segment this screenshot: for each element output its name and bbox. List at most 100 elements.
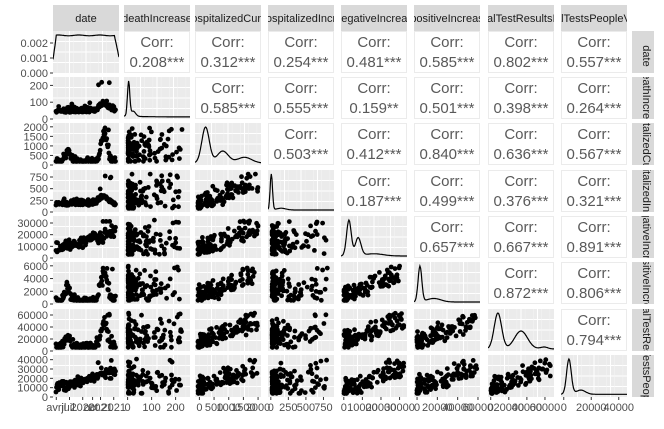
scatter-point xyxy=(424,372,430,378)
scatter-point xyxy=(377,329,383,335)
density-curve-6 xyxy=(488,312,554,350)
scatter-point xyxy=(219,236,224,242)
scatter-point xyxy=(248,311,254,317)
y-tick-label: 2000 xyxy=(24,286,48,298)
y-tick-label: 0 xyxy=(42,207,48,219)
scatter-point xyxy=(170,378,176,384)
scatter-point xyxy=(414,390,420,396)
corr-value: 0.802*** xyxy=(493,54,548,71)
scatter-point xyxy=(102,173,108,179)
panel-5-7 xyxy=(561,262,627,304)
scatter-point xyxy=(241,326,247,332)
scatter-point xyxy=(377,270,382,275)
scatter-point xyxy=(435,320,441,326)
scatter-point xyxy=(239,237,244,243)
scatter-point xyxy=(126,316,132,322)
right-strip-label-5: positiveIncrease xyxy=(640,247,652,327)
y-tick-label: 20000 xyxy=(17,373,48,385)
scatter-point xyxy=(275,291,281,296)
scatter-point xyxy=(516,383,521,388)
scatter-point xyxy=(167,229,173,235)
scatter-point xyxy=(356,285,361,291)
top-strip-label-1: deathIncrease xyxy=(122,13,192,25)
scatter-point xyxy=(354,377,360,383)
scatter-point xyxy=(280,337,286,343)
scatter-point xyxy=(169,157,175,163)
scatter-point xyxy=(433,333,439,339)
corr-label: Corr: xyxy=(577,219,610,236)
corr-value: 0.208*** xyxy=(129,54,184,71)
scatter-point xyxy=(382,273,388,279)
scatter-point xyxy=(323,376,329,382)
scatter-point xyxy=(240,187,246,193)
right-strip-5 xyxy=(632,262,654,304)
scatter-point xyxy=(348,379,354,385)
scatter-point xyxy=(152,277,158,282)
scatter-point xyxy=(274,296,280,302)
scatter-point xyxy=(126,195,131,201)
scatter-point xyxy=(523,372,529,378)
scatter-point xyxy=(350,287,356,293)
corr-label: Corr: xyxy=(430,34,463,51)
scatter-point xyxy=(129,291,135,297)
scatter-point xyxy=(142,344,148,350)
scatter-2-1 xyxy=(125,125,185,164)
scatter-point xyxy=(103,320,109,326)
x-tick-label: 20000 xyxy=(576,402,607,414)
scatter-point xyxy=(174,173,180,179)
scatter-point xyxy=(113,158,118,164)
corr-label: Corr: xyxy=(430,173,463,190)
panel-0-5 xyxy=(414,31,480,73)
scatter-point xyxy=(128,224,134,229)
scatter-point xyxy=(107,219,113,224)
scatter-point xyxy=(125,325,131,331)
scatter-point xyxy=(226,236,231,242)
scatter-point xyxy=(286,219,292,225)
scatter-point xyxy=(393,325,399,331)
y-tick-label: 10000 xyxy=(17,383,48,395)
scatter-point xyxy=(161,142,167,147)
scatter-point xyxy=(113,293,118,299)
scatter-point xyxy=(160,380,166,385)
scatter-point xyxy=(134,356,139,362)
corr-label: Corr: xyxy=(504,34,537,51)
scatter-point xyxy=(139,312,144,318)
scatter-point xyxy=(214,341,220,347)
scatter-point xyxy=(214,199,220,204)
scatter-point xyxy=(253,171,258,177)
y-tick-label: 500 xyxy=(30,184,48,196)
scatter-point xyxy=(196,289,202,295)
scatter-point xyxy=(218,231,224,237)
scatter-point xyxy=(223,233,228,239)
scatter-point xyxy=(292,344,298,350)
scatter-point xyxy=(367,381,373,387)
right-strip-label-2: hospitalizedCurrently xyxy=(640,97,652,200)
corr-label: Corr: xyxy=(577,312,610,329)
scatter-point xyxy=(159,320,165,326)
scatter-point xyxy=(371,369,377,375)
scatter-point xyxy=(140,233,146,239)
scatter-point xyxy=(113,368,118,374)
corr-label: Corr: xyxy=(284,34,317,51)
corr-label: Corr: xyxy=(504,173,537,190)
scatter-point xyxy=(207,327,212,332)
scatter-point xyxy=(344,340,350,345)
scatter-point xyxy=(528,369,533,374)
x-tick-label: 20000 xyxy=(422,402,453,414)
scatter-point xyxy=(177,382,182,388)
scatter-point xyxy=(452,325,457,330)
scatter-point xyxy=(341,390,347,396)
scatter-point xyxy=(460,313,466,319)
panel-6-7 xyxy=(561,309,627,351)
scatter-point xyxy=(102,131,108,136)
scatter-point xyxy=(91,378,97,384)
scatter-point xyxy=(154,158,160,164)
scatter-point xyxy=(112,155,118,161)
scatter-point xyxy=(177,246,183,251)
scatter-point xyxy=(277,389,283,395)
scatter-point xyxy=(210,278,216,283)
scatter-point xyxy=(179,127,185,132)
scatter-point xyxy=(133,322,139,327)
scatter-4-0 xyxy=(53,219,118,255)
x-tick-label: 200 xyxy=(166,402,184,414)
